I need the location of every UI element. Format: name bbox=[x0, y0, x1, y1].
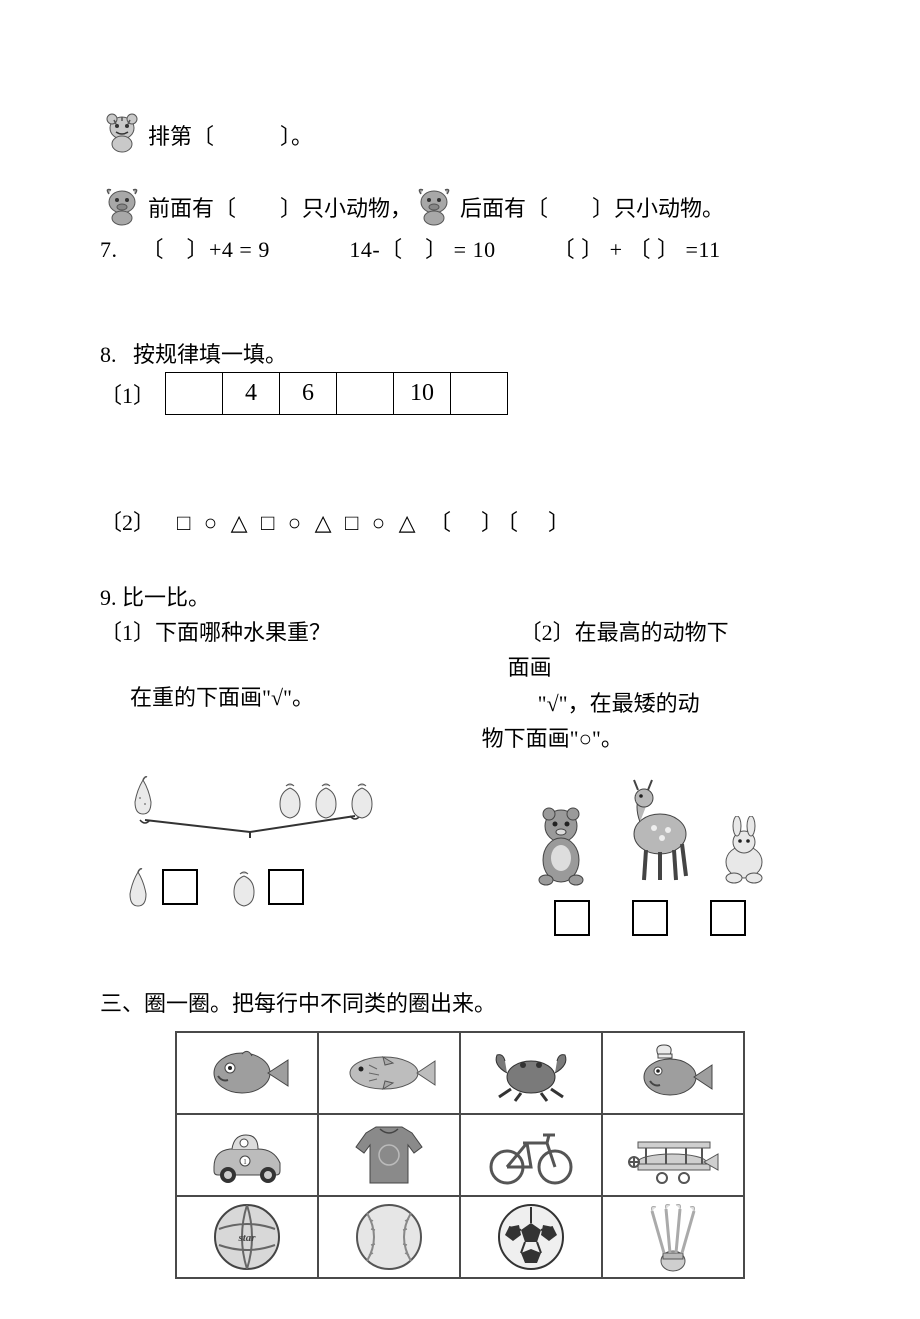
q8-sub1: 〔1〕 4 6 10 bbox=[100, 372, 820, 414]
peach-icon bbox=[308, 778, 344, 820]
seq-cell[interactable] bbox=[166, 373, 223, 414]
fruit-balance-area bbox=[110, 776, 390, 936]
bicycle-icon bbox=[483, 1123, 579, 1187]
rabbit-icon bbox=[710, 816, 778, 886]
category-grid: 1 bbox=[175, 1031, 745, 1279]
q8-sub2-label: 〔2〕 bbox=[100, 510, 155, 535]
q9-right-l3: "√"，在最矮的动 bbox=[464, 686, 820, 721]
q9-left: 〔1〕下面哪种水果重？ 在重的下面画"√"。 bbox=[100, 615, 446, 756]
q7-expr1: 〔 〕+4 = 9 bbox=[142, 237, 270, 262]
worksheet-page: 排第〔 〕。 前面有〔 〕只小动物， 后面有〔 〕 bbox=[0, 0, 920, 1319]
q8-label: 8. bbox=[100, 342, 117, 367]
grid-cell[interactable] bbox=[318, 1196, 460, 1278]
grid-cell[interactable] bbox=[318, 1114, 460, 1196]
grid-row-2: 1 bbox=[176, 1114, 744, 1196]
q7-label: 7. bbox=[100, 237, 118, 262]
grid-row-3: star bbox=[176, 1196, 744, 1278]
peach-icon bbox=[272, 778, 308, 820]
answer-box-peach[interactable] bbox=[268, 869, 304, 905]
q6-line2-mid: 前面有〔 〕只小动物， bbox=[148, 191, 412, 226]
q6-line2-end: 后面有〔 〕只小动物。 bbox=[460, 191, 724, 226]
q6-line1-text: 排第〔 〕。 bbox=[148, 119, 313, 154]
answer-box-bear[interactable] bbox=[554, 900, 590, 936]
peach-icon bbox=[344, 778, 380, 820]
grid-cell[interactable] bbox=[602, 1196, 744, 1278]
q9: 9. 比一比。 〔1〕下面哪种水果重？ 在重的下面画"√"。 〔2〕在最高的动物… bbox=[100, 580, 820, 936]
shuttlecock-icon bbox=[638, 1199, 708, 1275]
grid-cell[interactable] bbox=[460, 1196, 602, 1278]
section-3: 三、圈一圈。把每行中不同类的圈出来。 bbox=[100, 986, 820, 1279]
q8-sub1-label: 〔1〕 bbox=[100, 372, 155, 413]
answer-box-pear[interactable] bbox=[162, 869, 198, 905]
q7-expr2: 14-〔 〕 = 10 bbox=[349, 237, 495, 262]
fruit-answer-row bbox=[110, 866, 390, 908]
grid-cell[interactable] bbox=[602, 1032, 744, 1114]
q9-columns: 〔1〕下面哪种水果重？ 在重的下面画"√"。 〔2〕在最高的动物下 面画 "√"… bbox=[100, 615, 820, 756]
q9-right-l1: 〔2〕在最高的动物下 bbox=[464, 615, 820, 650]
seq-cell: 6 bbox=[280, 373, 337, 414]
grid-row-1 bbox=[176, 1032, 744, 1114]
seq-cell: 10 bbox=[394, 373, 451, 414]
q9-right-l2: 面画 bbox=[464, 650, 820, 685]
pear-icon bbox=[120, 866, 156, 908]
cartoon-fish-icon bbox=[202, 1042, 292, 1104]
pear-icon bbox=[125, 774, 161, 816]
q9-right: 〔2〕在最高的动物下 面画 "√"，在最矮的动 物下面画"○"。 bbox=[446, 615, 820, 756]
q8-title: 按规律填一填。 bbox=[133, 342, 287, 367]
q8-title-row: 8. 按规律填一填。 bbox=[100, 337, 820, 372]
chef-fish-icon bbox=[628, 1039, 718, 1107]
answer-box-rabbit[interactable] bbox=[710, 900, 746, 936]
tiger-icon bbox=[100, 110, 144, 154]
seq-cell[interactable] bbox=[337, 373, 394, 414]
baseball-icon bbox=[351, 1199, 427, 1275]
balance-scale bbox=[110, 776, 390, 846]
deer-icon bbox=[610, 776, 700, 886]
fish-icon bbox=[339, 1045, 439, 1101]
soccer-ball-icon bbox=[493, 1199, 569, 1275]
q6-line2: 前面有〔 〕只小动物， 后面有〔 〕只小动物。 bbox=[100, 182, 820, 226]
q7-expr3: 〔 〕 + 〔 〕 =11 bbox=[553, 237, 721, 262]
grid-cell[interactable]: 1 bbox=[176, 1114, 318, 1196]
grid-cell[interactable] bbox=[460, 1114, 602, 1196]
animal-answer-boxes bbox=[500, 900, 800, 936]
q9-title-row: 9. 比一比。 bbox=[100, 580, 820, 615]
peach-icon bbox=[226, 866, 262, 908]
svg-text:1: 1 bbox=[243, 1158, 247, 1166]
q6-line1: 排第〔 〕。 bbox=[100, 110, 820, 154]
q9-right-text: 〔2〕在最高的动物下 面画 "√"，在最矮的动 物下面画"○"。 bbox=[446, 615, 820, 756]
ox-icon-2 bbox=[412, 182, 456, 226]
animals-row bbox=[500, 776, 800, 886]
seq-cell: 4 bbox=[223, 373, 280, 414]
q9-right-l4: 物下面画"○"。 bbox=[464, 721, 820, 756]
grid-cell[interactable] bbox=[318, 1032, 460, 1114]
seq-cell[interactable] bbox=[451, 373, 508, 414]
car-icon: 1 bbox=[200, 1125, 294, 1185]
q9-left-hint: 在重的下面画"√"。 bbox=[100, 680, 446, 715]
shirt-icon bbox=[350, 1119, 428, 1191]
animals-height-area bbox=[500, 776, 800, 936]
sequence-table: 4 6 10 bbox=[165, 372, 508, 414]
shape-sequence: □ ○ △ □ ○ △ □ ○ △ 〔 〕〔 〕 bbox=[177, 510, 574, 535]
svg-text:star: star bbox=[237, 1232, 256, 1244]
answer-box-deer[interactable] bbox=[632, 900, 668, 936]
q9-label: 9. bbox=[100, 585, 117, 610]
grid-cell[interactable] bbox=[176, 1032, 318, 1114]
crab-icon bbox=[485, 1043, 577, 1103]
bear-icon bbox=[522, 802, 600, 886]
q7: 7. 〔 〕+4 = 9 14-〔 〕 = 10 〔 〕 + 〔 〕 =11 bbox=[100, 232, 820, 267]
biplane-icon bbox=[618, 1124, 728, 1186]
q9-title: 比一比。 bbox=[122, 585, 210, 610]
volleyball-icon: star bbox=[209, 1199, 285, 1275]
section3-title: 三、圈一圈。把每行中不同类的圈出来。 bbox=[100, 986, 820, 1021]
q9-figures bbox=[100, 776, 820, 936]
ox-icon-1 bbox=[100, 182, 144, 226]
grid-cell[interactable] bbox=[602, 1114, 744, 1196]
q8: 8. 按规律填一填。 〔1〕 4 6 10 〔2〕 □ ○ △ □ ○ △ □ … bbox=[100, 337, 820, 540]
grid-cell[interactable]: star bbox=[176, 1196, 318, 1278]
q8-sub2: 〔2〕 □ ○ △ □ ○ △ □ ○ △ 〔 〕〔 〕 bbox=[100, 505, 820, 540]
q9-left-question: 〔1〕下面哪种水果重？ bbox=[100, 615, 446, 650]
grid-cell[interactable] bbox=[460, 1032, 602, 1114]
